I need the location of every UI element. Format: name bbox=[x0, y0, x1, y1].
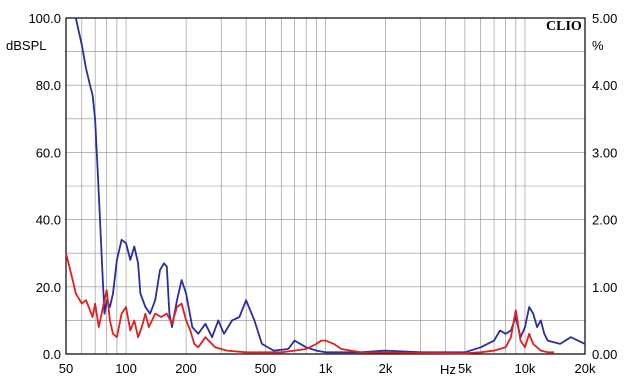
series-layer bbox=[65, 17, 586, 355]
y-left-tick-label: 60.0 bbox=[36, 145, 61, 160]
plot-frame bbox=[65, 17, 586, 355]
grid bbox=[66, 18, 585, 354]
right-axis-unit: % bbox=[592, 38, 604, 53]
x-axis-unit: Hz bbox=[440, 362, 456, 377]
tick-labels: 50 100 200 500 1k 2k 5k 10k 20k 0.0 20.0 40.0 60.0 80… bbox=[28, 11, 617, 376]
y-left-tick-label: 100.0 bbox=[28, 11, 61, 26]
y-right-tick-label: 5.00 bbox=[592, 11, 617, 26]
y-right-tick-label: 1.00 bbox=[592, 280, 617, 295]
x-tick-label: 500 bbox=[255, 361, 277, 376]
x-tick-label: 5k bbox=[458, 361, 472, 376]
x-tick-label: 100 bbox=[115, 361, 137, 376]
y-right-tick-label: 4.00 bbox=[592, 78, 617, 93]
x-tick-label: 200 bbox=[175, 361, 197, 376]
series-line-2 bbox=[65, 252, 555, 355]
x-tick-label: 1k bbox=[319, 361, 333, 376]
y-right-tick-label: 0.00 bbox=[592, 347, 617, 362]
left-axis-unit: dBSPL bbox=[6, 38, 46, 53]
y-left-tick-label: 20.0 bbox=[36, 280, 61, 295]
x-tick-label: 50 bbox=[59, 361, 73, 376]
y-right-tick-label: 3.00 bbox=[592, 145, 617, 160]
x-tick-label: 20k bbox=[575, 361, 596, 376]
clio-brand: CLIO bbox=[546, 19, 582, 34]
x-tick-label: 10k bbox=[514, 361, 535, 376]
x-tick-label: 2k bbox=[379, 361, 393, 376]
y-left-tick-label: 80.0 bbox=[36, 78, 61, 93]
y-right-tick-label: 2.00 bbox=[592, 213, 617, 228]
y-left-tick-label: 40.0 bbox=[36, 213, 61, 228]
y-left-tick-label: 0.0 bbox=[43, 347, 61, 362]
